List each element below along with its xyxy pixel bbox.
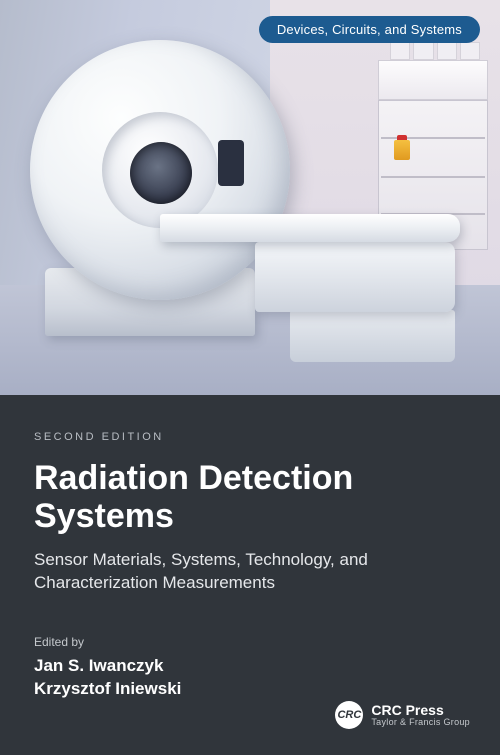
book-title: Radiation Detection Systems <box>34 459 466 535</box>
editor-name: Jan S. Iwanczyk <box>34 655 466 678</box>
editors-block: Jan S. Iwanczyk Krzysztof Iniewski <box>34 655 466 701</box>
publisher-block: CRC CRC Press Taylor & Francis Group <box>335 701 470 729</box>
publisher-name: CRC Press <box>371 703 470 718</box>
book-cover: Devices, Circuits, and Systems SECOND ED… <box>0 0 500 755</box>
publisher-tagline: Taylor & Francis Group <box>371 718 470 727</box>
patient-table-side <box>255 242 455 312</box>
cabinet-top <box>378 60 488 100</box>
series-badge: Devices, Circuits, and Systems <box>259 16 480 43</box>
text-panel: SECOND EDITION Radiation Detection Syste… <box>0 395 500 755</box>
book-subtitle: Sensor Materials, Systems, Technology, a… <box>34 549 466 595</box>
publisher-text: CRC Press Taylor & Francis Group <box>371 703 470 727</box>
publisher-logo-icon: CRC <box>335 701 363 729</box>
patient-table-base <box>290 310 455 362</box>
supply-boxes <box>390 42 480 60</box>
cabinet-shelf <box>381 176 485 178</box>
ct-scanner-gantry <box>30 40 290 300</box>
edition-label: SECOND EDITION <box>34 431 466 443</box>
gantry-control-panel <box>218 140 244 186</box>
patient-table-top <box>160 214 460 242</box>
editor-name: Krzysztof Iniewski <box>34 678 466 701</box>
sharps-container <box>394 140 410 160</box>
scanner-bore <box>130 142 192 204</box>
edited-by-label: Edited by <box>34 635 466 649</box>
cover-photo: Devices, Circuits, and Systems <box>0 0 500 395</box>
